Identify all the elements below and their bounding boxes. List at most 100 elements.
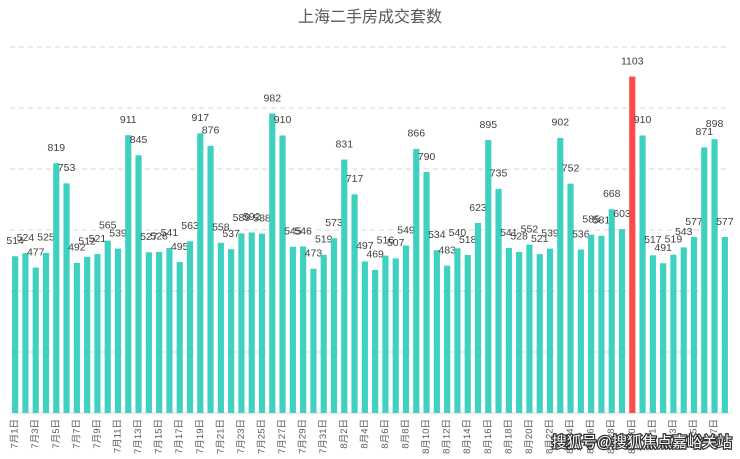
value-label: 528 <box>150 231 168 243</box>
value-label: 819 <box>48 142 66 154</box>
x-tick-label: 7月1日 <box>10 419 21 449</box>
value-label: 902 <box>552 117 570 129</box>
value-label: 539 <box>541 227 559 239</box>
x-tick-label: 7月11日 <box>113 419 124 453</box>
x-tick-label: 9月3日 <box>668 419 679 449</box>
value-label: 752 <box>562 162 580 174</box>
value-label: 507 <box>387 237 405 249</box>
value-label: 753 <box>58 162 76 174</box>
bar <box>104 240 111 413</box>
x-tick-label: 7月19日 <box>195 419 206 454</box>
bar <box>42 252 50 413</box>
x-tick-label: 8月22日 <box>545 419 556 454</box>
value-label: 492 <box>68 242 86 254</box>
value-label: 558 <box>212 222 230 234</box>
value-label: 917 <box>192 112 210 124</box>
bar <box>423 172 430 413</box>
x-tick-label: 8月8日 <box>401 419 412 449</box>
value-label: 519 <box>665 233 683 245</box>
value-label: 518 <box>459 234 477 246</box>
bar <box>701 147 708 413</box>
bar <box>690 237 698 413</box>
bar <box>84 256 91 413</box>
value-label: 549 <box>397 224 415 236</box>
x-tick-label: 7月27日 <box>277 419 288 454</box>
value-label: 668 <box>603 188 621 200</box>
bar <box>269 113 276 414</box>
bar <box>228 249 235 413</box>
bar <box>670 254 677 413</box>
bar <box>721 237 728 413</box>
value-label: 514 <box>6 235 24 247</box>
bar <box>166 247 173 413</box>
value-label: 577 <box>716 216 734 228</box>
bar <box>135 155 142 413</box>
x-tick-label: 8月16日 <box>483 419 494 454</box>
value-label: 483 <box>438 244 456 256</box>
bar <box>310 268 317 413</box>
bar <box>361 261 368 413</box>
watermark: 搜狐号@搜狐焦点嘉峪关站 <box>552 434 732 451</box>
value-label: 1103 <box>621 55 644 67</box>
value-label: 528 <box>510 231 528 243</box>
bar <box>577 249 584 413</box>
value-label: 512 <box>78 236 96 248</box>
value-label: 876 <box>202 125 220 137</box>
bar <box>598 235 605 413</box>
bar <box>207 145 214 413</box>
bar <box>495 188 502 413</box>
bar <box>114 248 122 413</box>
bar <box>63 183 70 413</box>
value-label: 910 <box>274 114 292 126</box>
bar <box>392 258 399 413</box>
bar <box>402 245 410 413</box>
value-label: 541 <box>500 227 518 239</box>
bar <box>176 262 183 413</box>
bar <box>330 238 338 413</box>
bar <box>217 242 224 413</box>
bar <box>464 255 471 413</box>
value-label: 982 <box>264 92 282 104</box>
value-label: 477 <box>27 246 45 258</box>
x-tick-label: 8月18日 <box>503 419 514 454</box>
value-label: 491 <box>654 242 672 254</box>
value-label: 537 <box>222 228 240 240</box>
bar <box>567 183 574 413</box>
x-tick-label: 8月2日 <box>339 419 350 449</box>
value-label: 717 <box>346 173 364 185</box>
x-tick-label: 8月14日 <box>462 419 473 454</box>
value-label: 573 <box>325 217 343 229</box>
bar <box>444 265 451 413</box>
value-label: 910 <box>634 114 652 126</box>
bar <box>485 140 492 413</box>
x-tick-label: 7月31日 <box>318 419 329 454</box>
value-label: 525 <box>37 232 55 244</box>
value-label: 540 <box>449 227 467 239</box>
value-label: 565 <box>99 219 117 231</box>
x-tick-label: 7月7日 <box>71 419 82 449</box>
value-label: 516 <box>377 234 395 246</box>
value-label: 871 <box>696 126 714 138</box>
value-label: 541 <box>161 227 179 239</box>
bar <box>300 246 307 413</box>
value-label: 519 <box>315 233 333 245</box>
value-label: 497 <box>356 240 374 252</box>
bar <box>351 194 358 413</box>
bar <box>618 229 626 413</box>
value-label: 831 <box>336 138 354 150</box>
value-label: 524 <box>17 232 35 244</box>
bar <box>413 148 420 413</box>
value-label: 790 <box>418 151 436 163</box>
value-label: 517 <box>644 234 662 246</box>
x-tick-label: 7月3日 <box>30 419 41 449</box>
bar <box>680 247 687 413</box>
x-tick-label: 8月20日 <box>524 419 535 454</box>
bar <box>156 251 163 413</box>
x-tick-label: 9月7日 <box>709 419 720 449</box>
bar <box>505 247 512 413</box>
value-label: 845 <box>130 134 148 146</box>
x-tick-label: 8月28日 <box>606 419 617 454</box>
bar <box>516 251 523 413</box>
x-tick-label: 8月24日 <box>565 419 576 454</box>
